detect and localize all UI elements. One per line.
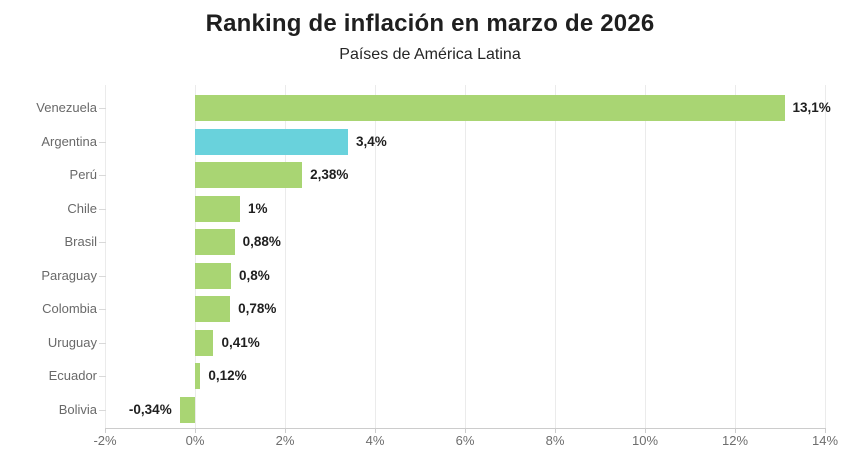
value-label: 0,8% (239, 267, 270, 283)
category-label: Bolivia (58, 401, 97, 417)
value-label: -0,34% (128, 401, 172, 417)
bar (195, 296, 231, 323)
category-tick-mark (99, 209, 106, 210)
chart-subtitle: Países de América Latina (339, 46, 521, 63)
value-label: 0,41% (221, 334, 260, 350)
x-tick-mark (375, 429, 376, 433)
x-tick-label: 12% (721, 433, 749, 448)
x-tick-label: 14% (811, 433, 839, 448)
category-tick-mark (99, 142, 106, 143)
value-label: 2,38% (310, 167, 349, 183)
bar (195, 262, 231, 289)
gridline (735, 85, 736, 428)
x-tick-mark (285, 429, 286, 433)
value-label: 1% (248, 200, 268, 216)
x-tick-label: 10% (631, 433, 659, 448)
category-tick-mark (99, 410, 106, 411)
category-tick-mark (99, 108, 106, 109)
x-tick-mark (195, 429, 196, 433)
value-label: 0,78% (238, 301, 277, 317)
gridline (645, 85, 646, 428)
bar (195, 128, 348, 155)
category-label: Paraguay (41, 267, 97, 283)
category-tick-mark (99, 309, 106, 310)
gridline (375, 85, 376, 428)
chart-title: Ranking de inflación en marzo de 2026 (205, 10, 655, 37)
value-label: 3,4% (356, 133, 387, 149)
category-tick-mark (99, 276, 106, 277)
category-label: Ecuador (48, 368, 97, 384)
value-label: 0,88% (242, 234, 281, 250)
category-label: Venezuela (36, 100, 97, 116)
category-label: Colombia (42, 301, 97, 317)
gridline (465, 85, 466, 428)
gridline (195, 85, 196, 428)
x-tick-label: 2% (275, 433, 295, 448)
x-tick-mark (105, 429, 106, 433)
category-label: Perú (69, 167, 97, 183)
bar (195, 229, 235, 256)
gridline (105, 85, 106, 428)
x-tick-mark (465, 429, 466, 433)
x-tick-label: 6% (455, 433, 475, 448)
x-tick-mark (555, 429, 556, 433)
category-label: Uruguay (47, 334, 97, 350)
x-tick-mark (645, 429, 646, 433)
x-tick-label: 0% (185, 433, 205, 448)
bar (179, 396, 195, 423)
bar (195, 162, 303, 189)
x-tick-mark (825, 429, 826, 433)
gridline (555, 85, 556, 428)
value-label: 0,12% (208, 368, 247, 384)
x-axis-line (105, 428, 826, 429)
value-label: 13,1% (792, 100, 831, 116)
category-label: Brasil (64, 234, 97, 250)
bar (195, 363, 201, 390)
bar (195, 195, 240, 222)
x-tick-mark (735, 429, 736, 433)
x-tick-label: -2% (93, 433, 117, 448)
category-tick-mark (99, 376, 106, 377)
category-tick-mark (99, 343, 106, 344)
x-tick-label: 8% (545, 433, 565, 448)
bar (195, 95, 785, 122)
category-tick-mark (99, 175, 106, 176)
category-label: Argentina (41, 133, 97, 149)
category-tick-mark (99, 242, 106, 243)
gridline (825, 85, 826, 428)
category-label: Chile (67, 200, 97, 216)
x-tick-label: 4% (365, 433, 385, 448)
bar (195, 329, 214, 356)
gridline (285, 85, 286, 428)
